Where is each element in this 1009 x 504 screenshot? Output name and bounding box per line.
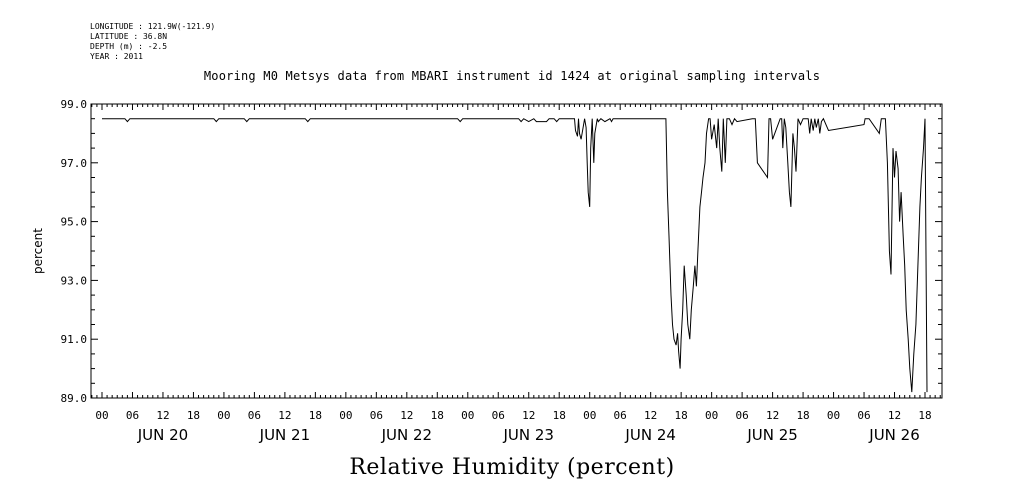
metadata-block: LONGITUDE : 121.9W(-121.9) LATITUDE : 36… bbox=[90, 22, 215, 62]
x-tick-label: 18 bbox=[918, 409, 931, 422]
axis-ticks bbox=[91, 103, 942, 399]
x-tick-label: 18 bbox=[187, 409, 200, 422]
line-chart: 89.0 91.0 93.0 95.0 97.0 99.0 00 06 12 18 00 06 12 1… bbox=[31, 98, 943, 444]
x-axis-label: Relative Humidity (percent) bbox=[349, 455, 675, 480]
x-tick-label: 12 bbox=[156, 409, 169, 422]
x-tick-label: 06 bbox=[126, 409, 139, 422]
day-labels: JUN 20 JUN 21 JUN 22 JUN 23 JUN 24 JUN 25 JUN … bbox=[137, 426, 920, 444]
x-tick-label: 06 bbox=[370, 409, 383, 422]
x-tick-label: 00 bbox=[339, 409, 352, 422]
x-tick-label: 06 bbox=[492, 409, 505, 422]
longitude-label: LONGITUDE : 121.9W(-121.9) bbox=[90, 22, 216, 31]
x-tick-label: 12 bbox=[766, 409, 779, 422]
y-tick-label: 93.0 bbox=[61, 274, 88, 287]
x-tick-label: 00 bbox=[95, 409, 108, 422]
x-tick-label: 18 bbox=[796, 409, 809, 422]
x-tick-label: 06 bbox=[614, 409, 627, 422]
x-tick-label: 18 bbox=[675, 409, 688, 422]
x-tick-label: 12 bbox=[522, 409, 535, 422]
x-tick-label: 06 bbox=[735, 409, 748, 422]
depth-label: DEPTH (m) : -2.5 bbox=[90, 42, 168, 51]
day-label: JUN 21 bbox=[259, 426, 310, 444]
day-label: JUN 24 bbox=[624, 426, 675, 444]
x-tick-label: 06 bbox=[248, 409, 261, 422]
x-tick-label: 00 bbox=[461, 409, 474, 422]
y-tick-label: 97.0 bbox=[61, 157, 88, 170]
y-tick-label: 95.0 bbox=[61, 216, 88, 229]
x-tick-label: 18 bbox=[309, 409, 322, 422]
x-tick-label: 00 bbox=[827, 409, 840, 422]
year-label: YEAR : 2011 bbox=[90, 52, 143, 61]
x-tick-label: 00 bbox=[583, 409, 596, 422]
day-label: JUN 20 bbox=[137, 426, 188, 444]
chart-title: Mooring M0 Metsys data from MBARI instru… bbox=[203, 69, 821, 83]
x-tick-label: 00 bbox=[217, 409, 230, 422]
x-tick-label: 12 bbox=[644, 409, 657, 422]
y-tick-labels: 89.0 91.0 93.0 95.0 97.0 99.0 bbox=[61, 98, 88, 405]
day-label: JUN 22 bbox=[381, 426, 432, 444]
latitude-label: LATITUDE : 36.8N bbox=[90, 32, 168, 41]
x-tick-label: 00 bbox=[705, 409, 718, 422]
y-axis-label: percent bbox=[31, 228, 45, 274]
x-tick-label: 06 bbox=[857, 409, 870, 422]
y-tick-label: 91.0 bbox=[61, 333, 88, 346]
y-tick-label: 89.0 bbox=[61, 392, 88, 405]
x-tick-label: 18 bbox=[431, 409, 444, 422]
day-label: JUN 26 bbox=[868, 426, 919, 444]
x-tick-labels: 00 06 12 18 00 06 12 18 00 06 12 18 00 06 12 18 00 06 12 18… bbox=[95, 409, 931, 422]
x-tick-label: 18 bbox=[553, 409, 566, 422]
x-tick-label: 12 bbox=[888, 409, 901, 422]
x-tick-label: 12 bbox=[278, 409, 291, 422]
x-tick-label: 12 bbox=[400, 409, 413, 422]
day-label: JUN 23 bbox=[502, 426, 553, 444]
day-label: JUN 25 bbox=[746, 426, 797, 444]
plot-frame bbox=[90, 103, 943, 399]
y-tick-label: 99.0 bbox=[61, 98, 88, 111]
series-line bbox=[102, 117, 928, 393]
